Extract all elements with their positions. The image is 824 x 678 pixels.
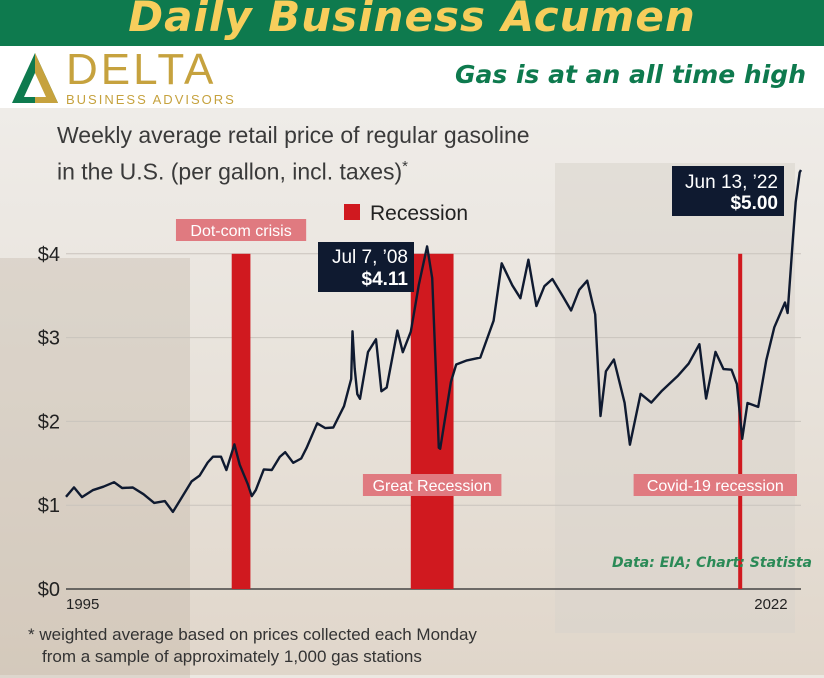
callout-2022-date: Jun 13, ’22: [685, 172, 778, 193]
recession-label-box: [633, 474, 797, 496]
delta-triangle-icon: [12, 53, 58, 103]
callout-2022: Jun 13, ’22 $5.00: [672, 166, 784, 216]
x-tick-label: 2022: [754, 596, 787, 613]
recession-band: [231, 253, 251, 590]
banner-title: Daily Business Acumen: [128, 0, 696, 41]
callout-2008-date: Jul 7, ’08: [332, 247, 408, 268]
chart-title-line2: in the U.S. (per gallon, incl. taxes): [57, 158, 403, 185]
footnote-line2: from a sample of approximately 1,000 gas…: [42, 647, 422, 666]
footnote: * weighted average based on prices colle…: [28, 624, 477, 668]
y-tick-label: $2: [38, 411, 60, 433]
x-tick-label: 1995: [66, 596, 99, 613]
recession-label-box: [175, 219, 307, 241]
recession-label: Great Recession: [373, 478, 492, 495]
y-tick-label: $4: [38, 244, 60, 266]
x-axis-ticks: 1995 2022: [66, 596, 788, 613]
chart-title-line1: Weekly average retail price of regular g…: [57, 122, 530, 148]
y-tick-label: $0: [38, 579, 60, 601]
callout-2008-value: $4.11: [362, 269, 409, 290]
price-line: [65, 169, 803, 514]
legend-label: Recession: [370, 202, 468, 225]
legend-swatch: [344, 204, 360, 220]
legend: Recession: [344, 202, 468, 225]
chart-title: Weekly average retail price of regular g…: [57, 120, 530, 188]
callout-2008-box: [318, 242, 414, 292]
recession-label: Dot-com crisis: [190, 223, 291, 240]
recession-band: [410, 253, 454, 590]
chart-title-footnote-mark: *: [402, 158, 409, 175]
logo-wordmark: DELTA: [66, 45, 217, 94]
y-tick-label: $3: [38, 328, 60, 350]
recession-labels: Dot-com crisis Great Recession Covid-19 re…: [175, 219, 797, 496]
recession-label: Covid-19 recession: [647, 478, 784, 495]
recession-label-box: [362, 474, 502, 496]
y-axis-ticks: $0 $1 $2 $3 $4: [38, 244, 60, 601]
footnote-line1: * weighted average based on prices colle…: [28, 625, 477, 644]
callout-2022-box: [672, 166, 784, 216]
callouts: Jul 7, ’08 $4.11 Jun 13, ’22 $5.00: [318, 166, 784, 292]
tagline: Gas is at an all time high: [454, 60, 806, 89]
callout-2008: Jul 7, ’08 $4.11: [318, 242, 414, 292]
source-credit: Data: EIA; Chart: Statista: [612, 555, 812, 571]
logo-subtitle: BUSINESS ADVISORS: [66, 92, 236, 107]
banner: Daily Business Acumen: [0, 0, 824, 46]
y-tick-label: $1: [38, 495, 60, 517]
callout-2022-value: $5.00: [730, 193, 778, 214]
header-strip: [0, 46, 824, 108]
